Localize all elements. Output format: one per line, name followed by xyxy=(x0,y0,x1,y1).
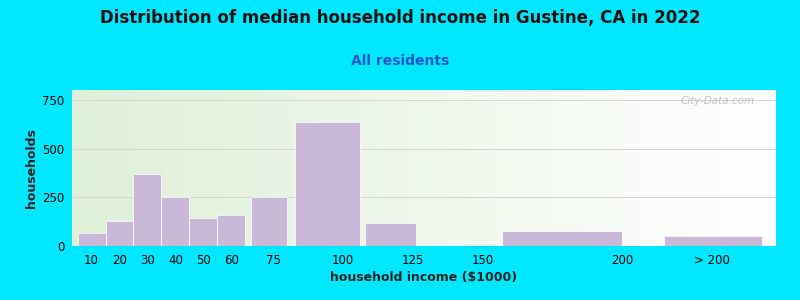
Bar xyxy=(664,236,762,246)
Bar xyxy=(106,221,134,246)
Bar xyxy=(250,197,287,246)
Bar xyxy=(134,174,162,246)
Text: Distribution of median household income in Gustine, CA in 2022: Distribution of median household income … xyxy=(100,9,700,27)
Bar xyxy=(162,197,190,246)
Bar xyxy=(502,231,622,246)
Bar xyxy=(190,218,218,246)
Bar xyxy=(78,233,106,246)
Text: All residents: All residents xyxy=(351,54,449,68)
Y-axis label: households: households xyxy=(25,128,38,208)
Bar xyxy=(218,215,246,246)
Bar xyxy=(366,223,416,246)
Text: City-Data.com: City-Data.com xyxy=(681,96,755,106)
X-axis label: household income ($1000): household income ($1000) xyxy=(330,271,518,284)
Bar xyxy=(295,122,360,246)
